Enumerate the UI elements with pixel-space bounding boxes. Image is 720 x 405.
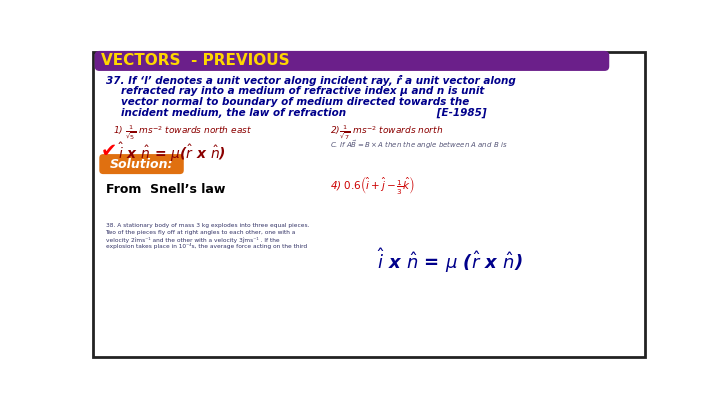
Text: VECTORS  - PREVIOUS: VECTORS - PREVIOUS [101, 53, 289, 68]
Text: Two of the pieces fly off at right angles to each other, one with a: Two of the pieces fly off at right angle… [106, 230, 296, 235]
Text: 37. If ‘l’ denotes a unit vector along incident ray, ŕ̂ a unit vector along: 37. If ‘l’ denotes a unit vector along i… [106, 75, 516, 86]
Text: 4) $0.6\left(\hat{i}+\hat{j}-\frac{1}{3}\hat{k}\right)$: 4) $0.6\left(\hat{i}+\hat{j}-\frac{1}{3}… [330, 174, 415, 196]
Text: C. If $A\vec{B}=B\times A$ then the angle between A and B is: C. If $A\vec{B}=B\times A$ then the angl… [330, 139, 508, 151]
Text: 2)$\frac{1}{\sqrt{7}}$ ms$^{-2}$ towards north: 2)$\frac{1}{\sqrt{7}}$ ms$^{-2}$ towards… [330, 123, 444, 141]
Text: vector normal to boundary of medium directed towards the: vector normal to boundary of medium dire… [121, 97, 469, 107]
Text: $\hat{i}$ x $\hat{n}$ = $\mu$($\hat{r}$ x $\hat{n}$): $\hat{i}$ x $\hat{n}$ = $\mu$($\hat{r}$ … [118, 141, 226, 164]
FancyBboxPatch shape [94, 51, 609, 71]
Text: ✔: ✔ [101, 141, 117, 160]
Text: From  Snell’s law: From Snell’s law [106, 183, 225, 196]
FancyBboxPatch shape [99, 154, 184, 174]
FancyBboxPatch shape [93, 52, 645, 357]
Text: 1) $\frac{1}{\sqrt{5}}$ ms$^{-2}$ towards north east: 1) $\frac{1}{\sqrt{5}}$ ms$^{-2}$ toward… [113, 123, 252, 141]
Text: 38. A stationary body of mass 3 kg explodes into three equal pieces.: 38. A stationary body of mass 3 kg explo… [106, 223, 309, 228]
Text: explosion takes place in 10⁻⁴s, the average force acting on the third: explosion takes place in 10⁻⁴s, the aver… [106, 243, 307, 249]
Text: incident medium, the law of refraction                         [E-1985]: incident medium, the law of refraction [… [121, 107, 487, 117]
Text: velocity 2îms⁻¹ and the other with a velocity 3ĵms⁻¹ . If the: velocity 2îms⁻¹ and the other with a vel… [106, 237, 279, 243]
Text: refracted ray into a medium of refractive index μ and n is unit: refracted ray into a medium of refractiv… [121, 86, 485, 96]
Text: Solution:: Solution: [110, 158, 174, 171]
Text: $\hat{i}$ x $\hat{n}$ = $\mu$ ($\hat{r}$ x $\hat{n}$): $\hat{i}$ x $\hat{n}$ = $\mu$ ($\hat{r}$… [377, 246, 523, 275]
